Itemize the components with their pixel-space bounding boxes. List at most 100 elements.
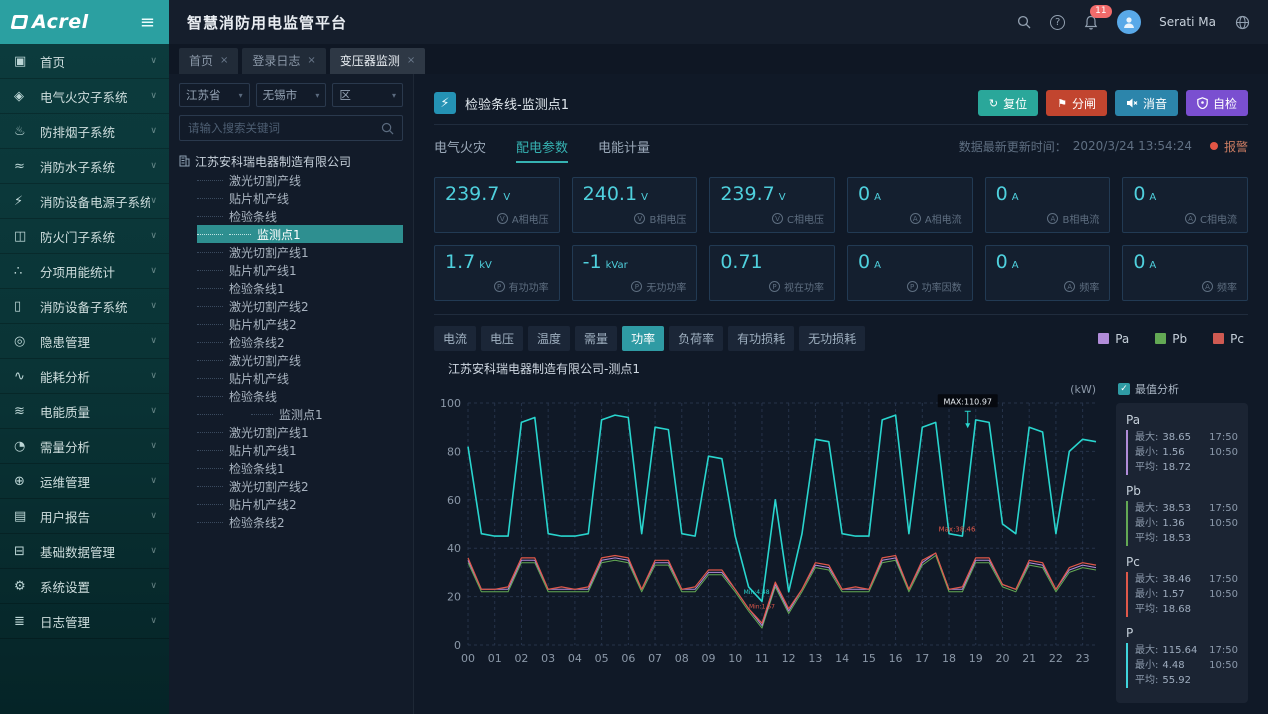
help-icon[interactable]: ?	[1050, 14, 1066, 30]
sidebar-item-13[interactable]: ▤ 用户报告 ∨	[0, 499, 169, 534]
legend-label: Pb	[1172, 331, 1188, 346]
chart-tab-2[interactable]: 温度	[528, 326, 571, 351]
stat-value: 38.65	[1162, 432, 1192, 443]
metric-card-5: 0 A A C相电流	[1122, 177, 1248, 233]
tree-node-10[interactable]: 激光切割产线	[179, 351, 403, 369]
max-marker-arrow	[965, 423, 971, 429]
tree-node-17[interactable]: 激光切割产线2	[179, 477, 403, 495]
tab-配电参数[interactable]: 配电参数	[516, 125, 569, 167]
legend-item-Pb[interactable]: Pb	[1155, 332, 1187, 346]
close-icon[interactable]: ×	[406, 55, 416, 66]
self-check-button[interactable]: 自检	[1185, 90, 1248, 116]
language-globe-icon[interactable]	[1234, 14, 1250, 30]
tree-node-7[interactable]: 激光切割产线2	[179, 297, 403, 315]
divider	[434, 314, 1248, 315]
tree-node-15[interactable]: 贴片机产线1	[179, 441, 403, 459]
district-select[interactable]: 区 ▾	[332, 83, 404, 107]
avatar[interactable]	[1117, 10, 1142, 34]
chart-tab-0[interactable]: 电流	[434, 326, 477, 351]
city-select[interactable]: 无锡市 ▾	[255, 83, 327, 107]
tree-node-5[interactable]: 贴片机产线1	[179, 261, 403, 279]
tree-node-4[interactable]: 激光切割产线1	[179, 243, 403, 261]
search-icon[interactable]	[381, 122, 394, 135]
sidebar-item-1[interactable]: ◈ 电气火灾子系统 ∨	[0, 79, 169, 114]
chevron-down-icon: ∨	[150, 336, 157, 346]
legend-item-Pc[interactable]: Pc	[1213, 332, 1244, 346]
tree-node-9[interactable]: 检验条线2	[179, 333, 403, 351]
sidebar-item-14[interactable]: ⊟ 基础数据管理 ∨	[0, 534, 169, 569]
x-tick-label: 16	[889, 652, 903, 665]
hamburger-menu-icon[interactable]: ≡	[139, 11, 155, 33]
sidebar-item-5[interactable]: ◫ 防火门子系统 ∨	[0, 219, 169, 254]
sidebar-item-3[interactable]: ≈ 消防水子系统 ∨	[0, 149, 169, 184]
sidebar-item-16[interactable]: ≣ 日志管理 ∨	[0, 604, 169, 639]
tree-root-company[interactable]: 江苏安科瑞电器制造有限公司	[179, 151, 403, 171]
tree-node-12[interactable]: 检验条线	[179, 387, 403, 405]
province-select[interactable]: 江苏省 ▾	[179, 83, 250, 107]
tree-search-input[interactable]	[188, 121, 381, 135]
tree-node-16[interactable]: 检验条线1	[179, 459, 403, 477]
tree-node-1[interactable]: 贴片机产线	[179, 189, 403, 207]
tree-node-13[interactable]: 监测点1	[179, 405, 403, 423]
chart-tab-1[interactable]: 电压	[481, 326, 524, 351]
tree-node-6[interactable]: 检验条线1	[179, 279, 403, 297]
sidebar-item-4[interactable]: ⚡ 消防设备电源子系统 ∨	[0, 184, 169, 219]
sidebar-item-10[interactable]: ≋ 电能质量 ∨	[0, 394, 169, 429]
metric-label: A 频率	[1064, 279, 1099, 294]
minmax-stats-panel: ✓ 最值分析 Pa 最大: 38.65 17:50 最小: 1.56 10:50 平均: 18.…	[1116, 377, 1248, 703]
tree-node-label: 激光切割产线	[229, 173, 302, 188]
close-icon[interactable]: ×	[220, 55, 229, 66]
annotation-label: Min:4.48	[744, 589, 770, 596]
metric-label: P 视在功率	[768, 279, 824, 294]
tree-node-2[interactable]: 检验条线	[179, 207, 403, 225]
tab-电能计量[interactable]: 电能计量	[598, 140, 651, 156]
open-tab-0[interactable]: 首页 ×	[179, 48, 239, 74]
tree-node-label: 检验条线	[229, 209, 278, 224]
search-icon[interactable]	[1016, 14, 1032, 30]
stat-time: 10:50	[1209, 447, 1238, 458]
sidebar-item-6[interactable]: ∴ 分项用能统计 ∨	[0, 254, 169, 289]
chart-tab-5[interactable]: 负荷率	[669, 326, 724, 351]
open-tab-2[interactable]: 变压器监测 ×	[329, 48, 426, 74]
metric-label: V C相电压	[772, 211, 824, 226]
settings-icon: ⚙	[14, 578, 26, 594]
stats-row: 最大: 38.46 17:50	[1135, 572, 1238, 587]
tab-电气火灾[interactable]: 电气火灾	[434, 140, 487, 156]
sidebar-item-0[interactable]: ▣ 首页 ∨	[0, 44, 169, 79]
tree-node-label: 激光切割产线	[229, 353, 302, 368]
sidebar-item-7[interactable]: ▯ 消防设备子系统 ∨	[0, 289, 169, 324]
open-tab-1[interactable]: 登录日志 ×	[242, 48, 326, 74]
sidebar-item-8[interactable]: ◎ 隐患管理 ∨	[0, 324, 169, 359]
tree-node-14[interactable]: 激光切割产线1	[179, 423, 403, 441]
legend-item-Pa[interactable]: Pa	[1098, 332, 1129, 346]
tree-node-11[interactable]: 贴片机产线	[179, 369, 403, 387]
minmax-checkbox[interactable]: ✓ 最值分析	[1118, 381, 1248, 397]
acrel-logo[interactable]: Acrel	[10, 11, 89, 33]
trip-button[interactable]: ⚑ 分闸	[1046, 90, 1107, 116]
tree-node-3[interactable]: 监测点1	[197, 225, 403, 243]
sidebar-item-9[interactable]: ∿ 能耗分析 ∨	[0, 359, 169, 394]
notifications-bell-icon[interactable]: 11	[1083, 5, 1112, 30]
chart-tab-6[interactable]: 有功损耗	[728, 326, 795, 351]
sidebar-item-2[interactable]: ♨ 防排烟子系统 ∨	[0, 114, 169, 149]
sidebar-item-11[interactable]: ◔ 需量分析 ∨	[0, 429, 169, 464]
tree-node-18[interactable]: 贴片机产线2	[179, 495, 403, 513]
stat-key: 最大:	[1135, 503, 1159, 514]
tree-node-19[interactable]: 检验条线2	[179, 513, 403, 531]
reset-button[interactable]: ↻ 复位	[977, 90, 1039, 116]
chart-tab-3[interactable]: 需量	[575, 326, 618, 351]
close-icon[interactable]: ×	[307, 55, 316, 66]
tree-node-0[interactable]: 激光切割产线	[179, 171, 403, 189]
tree-node-label: 贴片机产线	[229, 191, 290, 206]
tree-node-8[interactable]: 贴片机产线2	[179, 315, 403, 333]
update-info: 数据最新更新时间： 2020/3/24 13:54:24 报警	[959, 138, 1248, 155]
username[interactable]: Serati Ma	[1159, 15, 1216, 29]
x-tick-label: 00	[461, 652, 475, 665]
chart-tab-7[interactable]: 无功损耗	[799, 326, 866, 351]
sidebar-item-15[interactable]: ⚙ 系统设置 ∨	[0, 569, 169, 604]
sidebar-item-12[interactable]: ⊕ 运维管理 ∨	[0, 464, 169, 499]
mute-button[interactable]: 消音	[1114, 90, 1178, 116]
chart-tab-4[interactable]: 功率	[622, 326, 665, 351]
metric-card-8: 0.71 P 视在功率	[709, 245, 835, 301]
